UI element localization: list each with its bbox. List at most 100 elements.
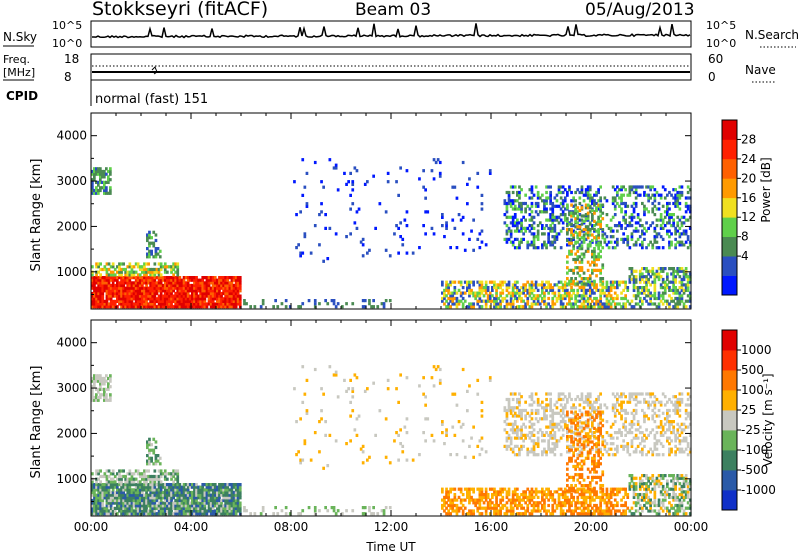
heatmap-cell	[511, 495, 515, 499]
heatmap-cell	[605, 493, 609, 497]
heatmap-cell	[154, 255, 158, 259]
heatmap-cell	[659, 286, 663, 290]
heatmap-cell	[99, 286, 102, 290]
heatmap-cell	[597, 233, 600, 237]
heatmap-cell	[161, 265, 165, 269]
heatmap-cell	[649, 296, 652, 301]
heatmap-cell	[641, 302, 644, 306]
heatmap-cell	[638, 291, 642, 295]
heatmap-cell	[120, 490, 123, 495]
heatmap-cell	[661, 277, 665, 282]
heatmap-cell	[107, 488, 111, 492]
heatmap-cell	[678, 218, 682, 222]
heatmap-cell	[201, 297, 205, 301]
heatmap-cell	[170, 477, 173, 481]
heatmap-cell	[549, 420, 552, 424]
heatmap-cell	[99, 178, 102, 182]
heatmap-cell	[513, 229, 517, 233]
heatmap-cell	[224, 512, 227, 516]
heatmap-cell	[557, 232, 561, 236]
heatmap-cell	[238, 289, 242, 293]
heatmap-cell	[368, 506, 371, 510]
heatmap-cell	[661, 185, 665, 189]
heatmap-cell	[603, 512, 607, 516]
heatmap-cell	[336, 188, 340, 192]
heatmap-cell	[95, 493, 98, 497]
heatmap-cell	[549, 431, 552, 435]
heatmap-cell	[643, 190, 646, 195]
heatmap-cell	[478, 280, 482, 284]
heatmap-cell	[557, 498, 561, 502]
heatmap-cell	[93, 302, 96, 306]
heatmap-cell	[476, 299, 480, 303]
heatmap-cell	[93, 483, 96, 487]
heatmap-cell	[153, 496, 157, 500]
heatmap-cell	[232, 305, 236, 309]
heatmap-cell	[453, 487, 457, 491]
heatmap-cell	[545, 453, 548, 457]
heatmap-cell	[141, 501, 144, 505]
heatmap-cell	[557, 291, 561, 295]
heatmap-cell	[536, 420, 540, 424]
heatmap-cell	[188, 286, 192, 290]
heatmap-cell	[234, 297, 238, 301]
heatmap-cell	[182, 289, 186, 293]
heatmap-cell	[680, 286, 684, 290]
heatmap-cell	[503, 420, 507, 424]
heatmap-cell	[203, 483, 207, 487]
heatmap-cell	[530, 493, 534, 497]
heatmap-cell	[147, 483, 150, 487]
heatmap-cell	[105, 167, 108, 171]
heatmap-cell	[191, 509, 194, 513]
heatmap-cell	[628, 190, 632, 195]
heatmap-cell	[176, 485, 180, 489]
heatmap-cell	[522, 226, 525, 230]
nave-tick-bottom: 0	[708, 70, 716, 84]
heatmap-cell	[155, 267, 159, 272]
heatmap-cell	[161, 501, 165, 505]
heatmap-cell	[495, 506, 498, 510]
heatmap-cell	[105, 469, 109, 473]
heatmap-cell	[107, 480, 111, 484]
heatmap-cell	[624, 509, 627, 513]
heatmap-cell	[595, 206, 598, 210]
heatmap-cell	[499, 280, 502, 284]
heatmap-cell	[441, 490, 444, 494]
heatmap-cell	[155, 483, 159, 487]
heatmap-cell	[609, 495, 613, 499]
heatmap-cell	[122, 278, 125, 282]
heatmap-cell	[176, 498, 180, 503]
heatmap-cell	[568, 501, 571, 505]
heatmap-cell	[666, 275, 669, 279]
heatmap-cell	[130, 504, 134, 508]
heatmap-cell	[238, 512, 242, 516]
heatmap-cell	[584, 299, 588, 303]
heatmap-cell	[199, 283, 202, 288]
heatmap-cell	[555, 218, 559, 222]
heatmap-cell	[559, 501, 563, 505]
heatmap-cell	[491, 294, 494, 298]
heatmap-cell	[132, 490, 136, 495]
heatmap-cell	[93, 379, 96, 383]
heatmap-cell	[111, 469, 115, 473]
heatmap-cell	[93, 504, 96, 508]
heatmap-cell	[557, 288, 561, 292]
heatmap-cell	[120, 474, 123, 479]
heatmap-cell	[168, 281, 171, 285]
heatmap-cell	[163, 498, 167, 503]
heatmap-cell	[155, 289, 159, 293]
heatmap-cell	[549, 400, 552, 404]
heatmap-cell	[134, 297, 138, 301]
heatmap-cell	[91, 483, 94, 487]
heatmap-cell	[524, 226, 527, 230]
heatmap-cell	[557, 190, 561, 195]
heatmap-cell	[520, 207, 523, 211]
frequency-glitch	[151, 66, 158, 75]
heatmap-cell	[493, 490, 496, 494]
heatmap-cell	[201, 483, 205, 487]
heatmap-cell	[566, 193, 569, 197]
heatmap-cell	[611, 493, 615, 497]
heatmap-cell	[516, 436, 519, 440]
heatmap-cell	[622, 237, 625, 241]
